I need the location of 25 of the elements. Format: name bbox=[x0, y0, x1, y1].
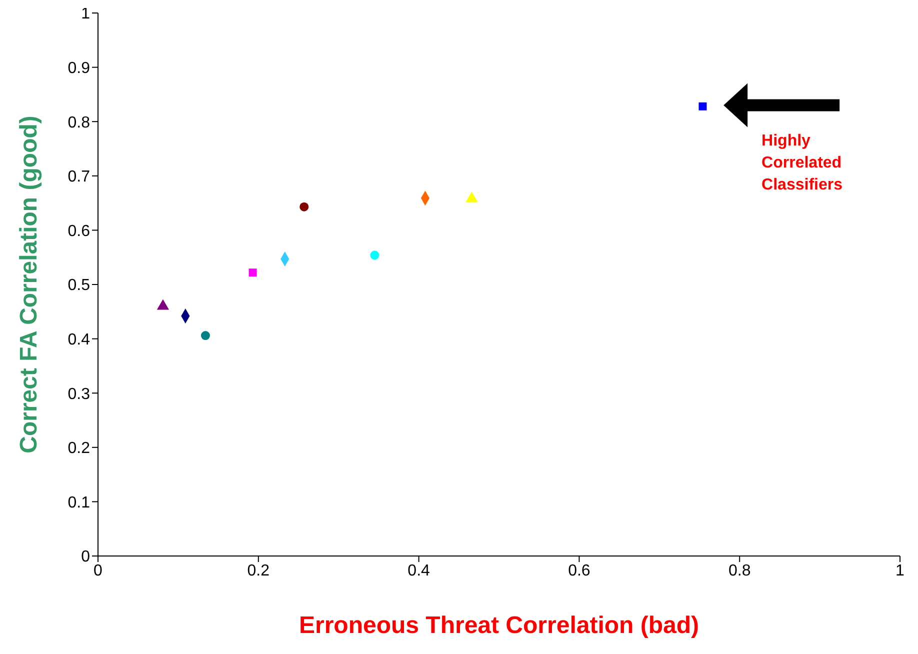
x-axis-title: Erroneous Threat Correlation (bad) bbox=[298, 612, 700, 640]
y-axis-title: Correct FA Correlation (good) bbox=[16, 116, 43, 454]
x-tick-label: 0.6 bbox=[568, 562, 590, 580]
y-tick-label: 1 bbox=[81, 6, 90, 23]
x-tick-label: 0.2 bbox=[247, 562, 270, 580]
point bbox=[698, 102, 707, 110]
x-tick-label: 0 bbox=[94, 562, 103, 580]
annotation: Highly Correlated Classifiers bbox=[762, 132, 843, 194]
y-tick-label: 0.9 bbox=[68, 60, 90, 77]
y-tick-label: 0.4 bbox=[68, 331, 90, 348]
y-tick-label: 0 bbox=[81, 548, 90, 566]
point bbox=[300, 202, 309, 212]
point bbox=[248, 268, 257, 277]
y-tick-label: 0.3 bbox=[68, 386, 90, 403]
x-tick-label: 0.4 bbox=[408, 562, 430, 580]
point bbox=[370, 250, 380, 260]
y-tick-label: 0.8 bbox=[68, 114, 90, 132]
y-tick-label: 0.2 bbox=[68, 440, 90, 458]
y-tick-label: 0.7 bbox=[68, 168, 90, 186]
x-tick-label: 1 bbox=[896, 562, 905, 580]
point bbox=[200, 331, 210, 340]
x-tick-label: 0.8 bbox=[728, 562, 751, 580]
y-tick-label: 0.1 bbox=[68, 494, 90, 512]
y-tick-label: 0.5 bbox=[68, 277, 90, 294]
y-tick-label: 0.6 bbox=[68, 222, 90, 240]
